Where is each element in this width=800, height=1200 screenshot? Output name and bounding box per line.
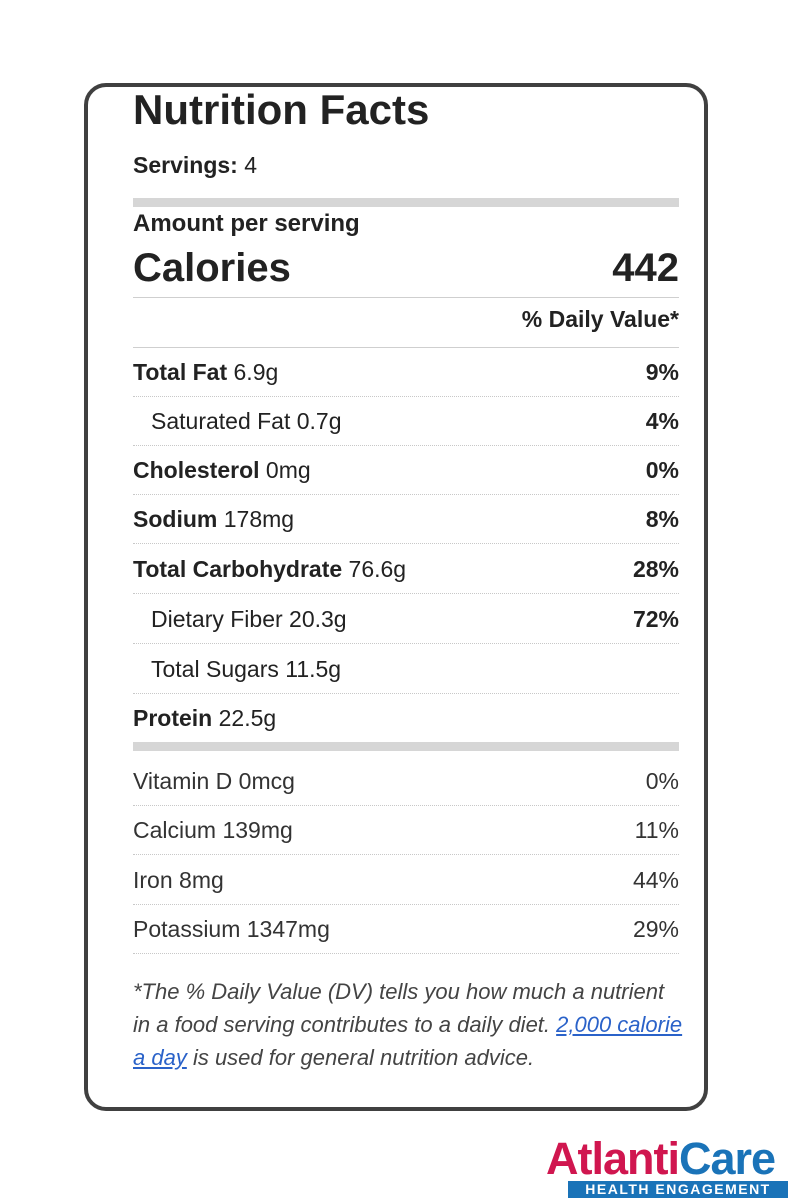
- vitamin-daily-value: 29%: [632, 915, 679, 942]
- daily-value-divider: [133, 347, 679, 348]
- footnote-text-after: is used for general nutrition advice.: [186, 1045, 535, 1070]
- vitamin-daily-value: 44%: [632, 866, 679, 893]
- nutrient-amount: 11.5g: [285, 655, 342, 682]
- logo-wordmark: AtlantiCare: [546, 1133, 776, 1184]
- thick-divider-top: [133, 198, 679, 207]
- logo-tagline: HEALTH ENGAGEMENT: [568, 1181, 788, 1198]
- vitamin-amount: 139mg: [222, 816, 293, 843]
- servings: Servings: 4: [133, 152, 257, 179]
- nutrient-row-total-sugars: Total Sugars 11.5g: [133, 645, 679, 694]
- nutrient-amount: 6.9g: [233, 358, 279, 385]
- vitamin-name: Iron: [133, 866, 173, 893]
- nutrient-name: Total Carbohydrate: [133, 555, 343, 582]
- vitamin-row-vitamin-d: Vitamin D 0mcg 0%: [133, 757, 679, 806]
- amount-per-serving: Amount per serving: [133, 210, 360, 237]
- vitamin-name: Calcium: [133, 816, 217, 843]
- nutrient-row-saturated-fat: Saturated Fat 0.7g 4%: [133, 397, 679, 446]
- nutrient-daily-value: 8%: [645, 505, 679, 532]
- vitamin-name: Vitamin D: [133, 767, 233, 794]
- servings-value: 4: [244, 152, 258, 178]
- nutrient-daily-value: 0%: [645, 456, 679, 483]
- calories-divider: [133, 297, 679, 298]
- nutrient-name: Sodium: [133, 505, 218, 532]
- vitamin-row-calcium: Calcium 139mg 11%: [133, 806, 679, 855]
- nutrient-amount: 0.7g: [296, 407, 342, 434]
- logo-word-part1: Atlanti: [546, 1133, 680, 1184]
- nutrient-amount: 178mg: [223, 505, 295, 532]
- nutrient-row-sodium: Sodium 178mg 8%: [133, 495, 679, 544]
- nutrient-row-total-carbohydrate: Total Carbohydrate 76.6g 28%: [133, 545, 679, 594]
- nutrient-name: Saturated Fat: [151, 407, 291, 434]
- nutrient-name: Protein: [133, 705, 213, 731]
- nutrient-name: Total Fat: [133, 358, 228, 385]
- nutrient-amount: 0mg: [265, 456, 311, 483]
- daily-value-footnote: *The % Daily Value (DV) tells you how mu…: [133, 975, 683, 1074]
- vitamin-amount: 8mg: [179, 866, 224, 893]
- nutrient-amount: 22.5g: [218, 705, 277, 731]
- nutrient-amount: 76.6g: [348, 555, 407, 582]
- logo-word-part2: Care: [679, 1133, 776, 1184]
- vitamin-name: Potassium: [133, 915, 241, 942]
- nutrient-name: Cholesterol: [133, 456, 260, 483]
- calories-label: Calories: [133, 246, 291, 290]
- label-title: Nutrition Facts: [133, 86, 430, 133]
- calories-value: 442: [612, 246, 679, 290]
- nutrient-daily-value: 9%: [645, 358, 679, 385]
- footnote-text-before: *The % Daily Value (DV) tells you how mu…: [133, 979, 665, 1037]
- nutrient-daily-value: 28%: [632, 555, 679, 582]
- vitamin-amount: 1347mg: [246, 915, 330, 942]
- nutrient-name: Total Sugars: [151, 655, 279, 682]
- calorie-a-day-link[interactable]: 2,000 calorie a day: [133, 1012, 683, 1070]
- vitamin-row-iron: Iron 8mg 44%: [133, 856, 679, 905]
- vitamin-daily-value: 11%: [634, 816, 679, 843]
- nutrient-daily-value: 4%: [645, 407, 679, 434]
- daily-value-header: % Daily Value*: [521, 306, 679, 332]
- nutrient-row-dietary-fiber: Dietary Fiber 20.3g 72%: [133, 595, 679, 644]
- vitamin-amount: 0mcg: [238, 767, 295, 794]
- servings-label: Servings:: [133, 152, 238, 178]
- nutrient-row-cholesterol: Cholesterol 0mg 0%: [133, 446, 679, 495]
- nutrient-daily-value: 72%: [632, 605, 679, 632]
- atlanticare-logo: AtlantiCare HEALTH ENGAGEMENT: [546, 1136, 788, 1200]
- nutrient-row-total-fat: Total Fat 6.9g 9%: [133, 348, 679, 397]
- nutrient-row-protein: Protein 22.5g: [133, 694, 679, 743]
- vitamin-daily-value: 0%: [645, 767, 679, 794]
- nutrition-label-frame: [84, 83, 708, 1111]
- nutrient-amount: 20.3g: [289, 605, 347, 632]
- vitamin-row-potassium: Potassium 1347mg 29%: [133, 905, 679, 954]
- nutrient-name: Dietary Fiber: [151, 605, 283, 632]
- calories-row: Calories 442: [133, 246, 679, 291]
- thick-divider-vitamins: [133, 742, 679, 751]
